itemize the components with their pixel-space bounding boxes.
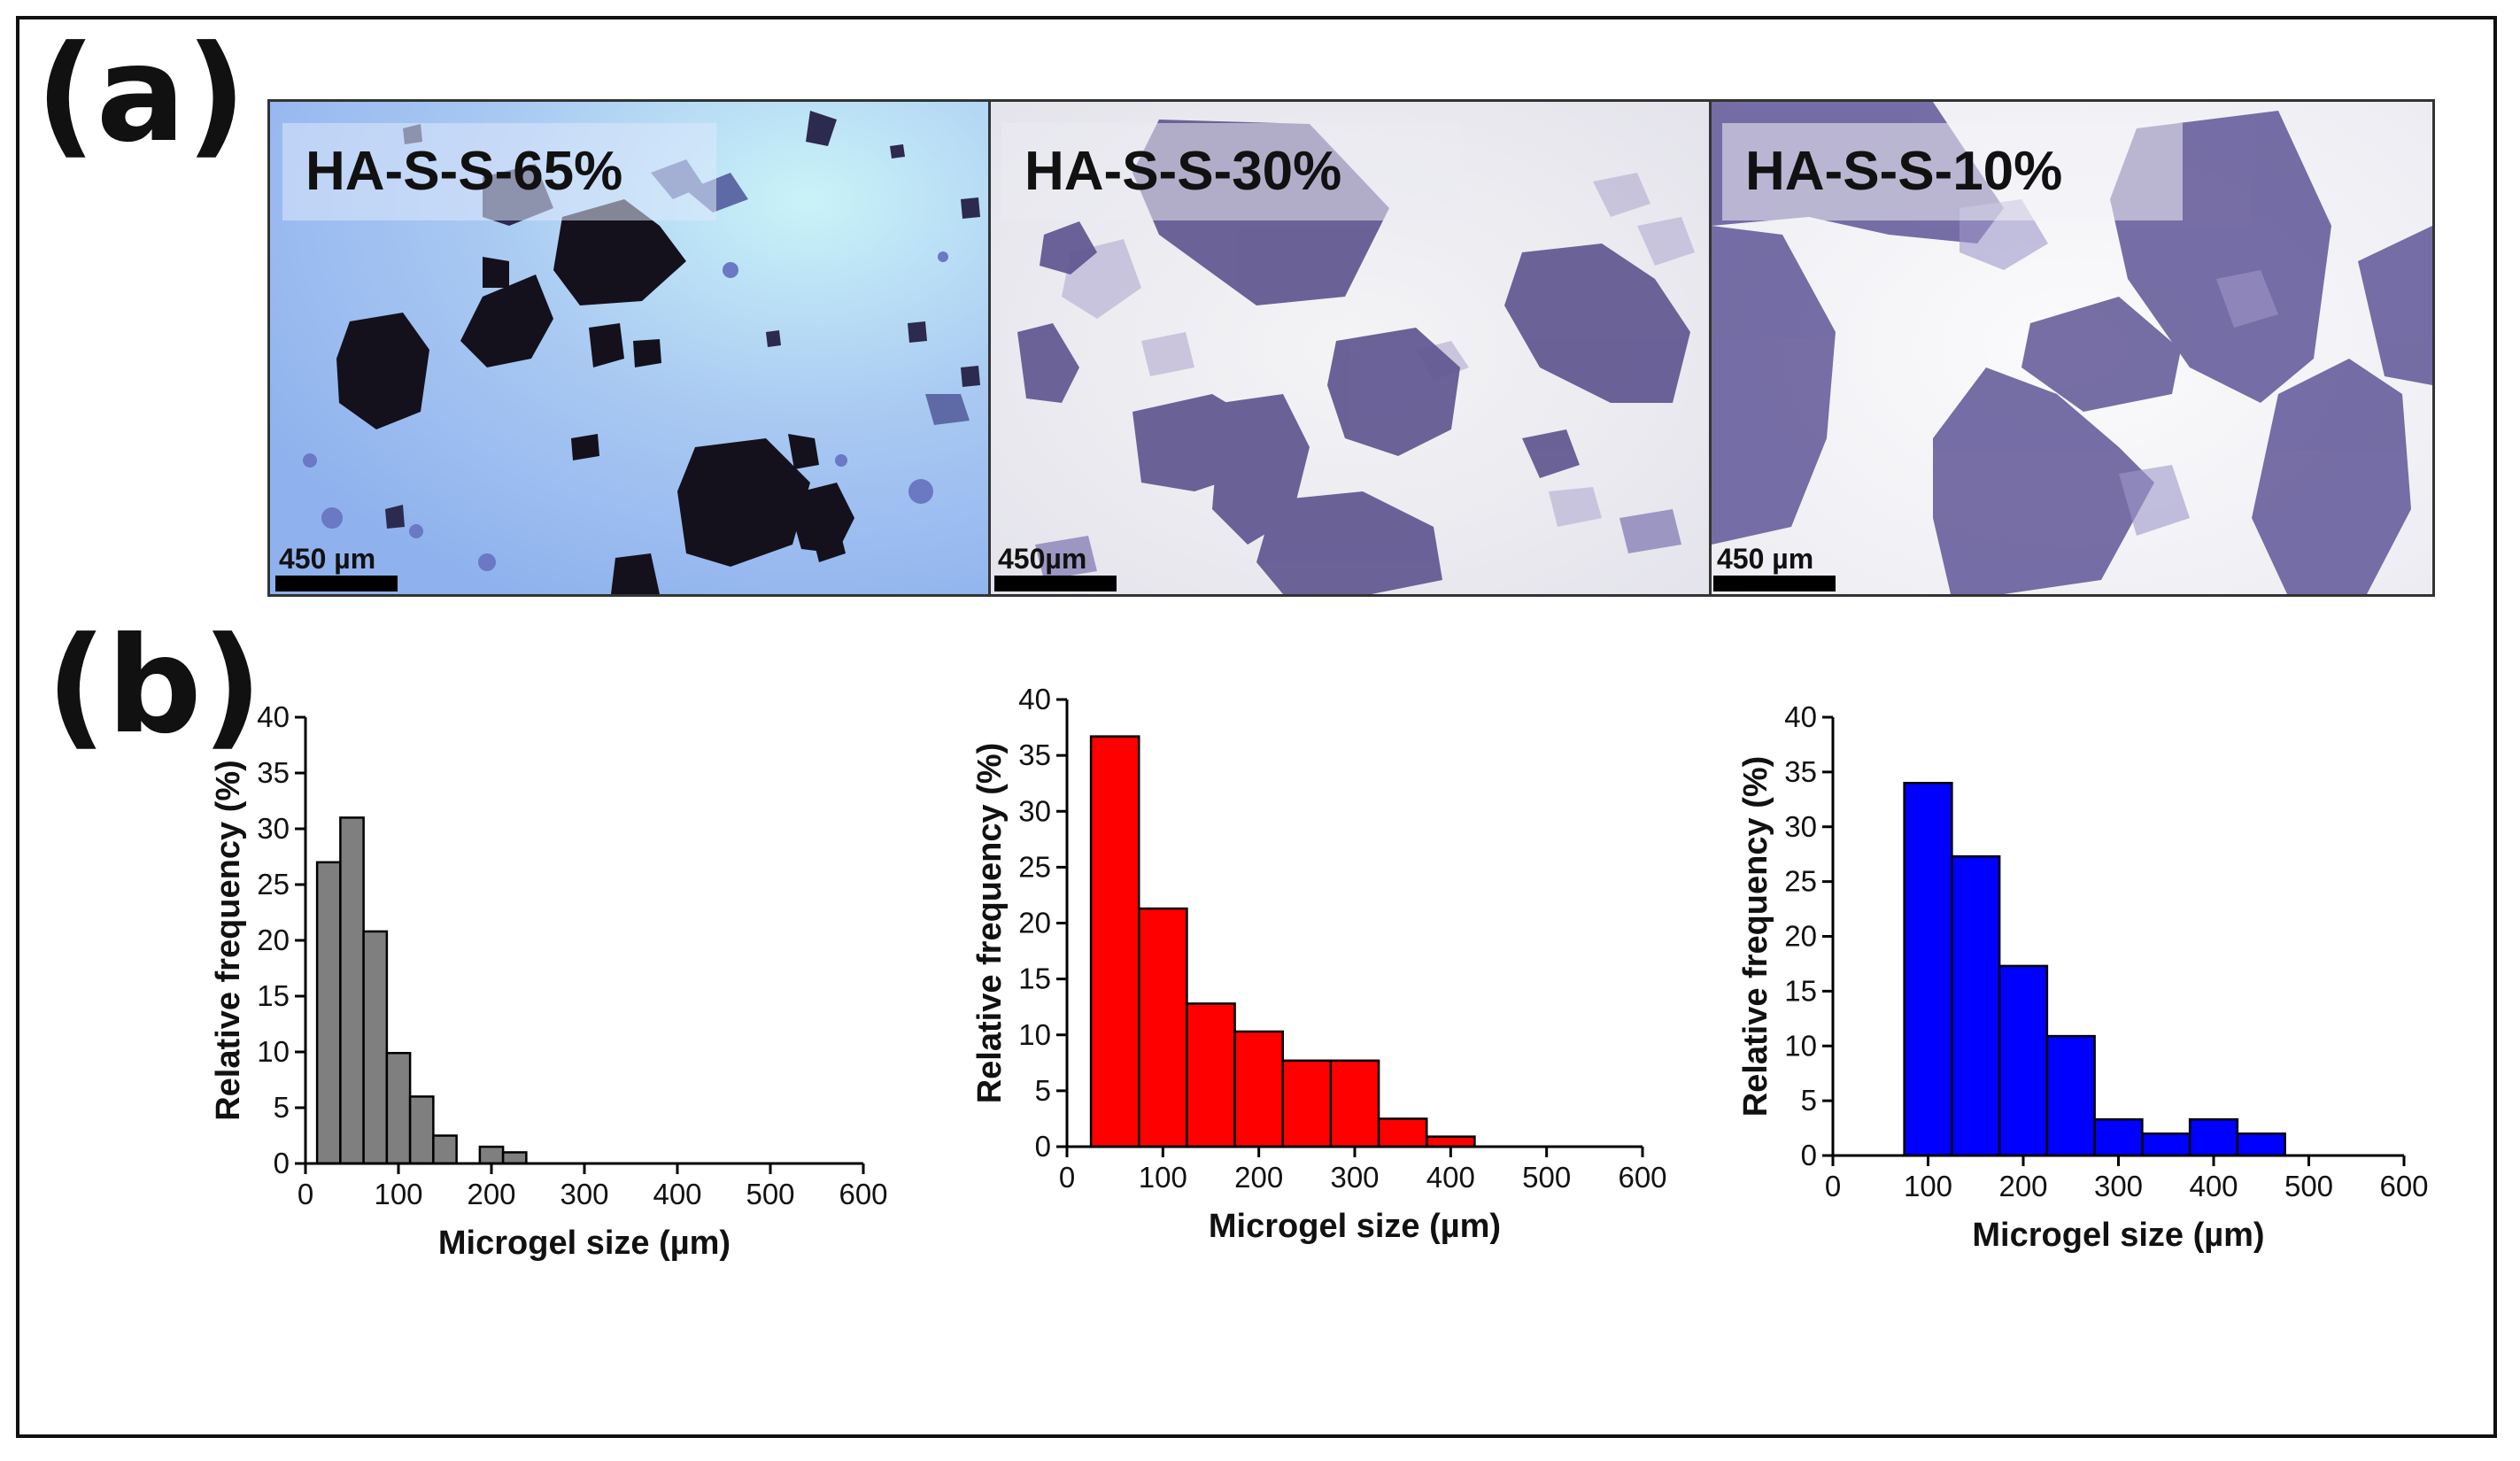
y-tick-label: 20 — [1784, 920, 1817, 953]
panel-a-label: (a) — [35, 18, 247, 172]
histogram-bar — [501, 1151, 528, 1165]
y-tick-label: 40 — [1018, 683, 1051, 715]
x-tick-label: 500 — [746, 1178, 794, 1210]
histogram-bar — [2093, 1117, 2144, 1157]
histogram-bar — [2188, 1117, 2239, 1157]
y-tick-label: 15 — [257, 979, 290, 1012]
micrograph-label-65: HA-S-S-65% — [282, 123, 716, 220]
y-tick-label: 20 — [1018, 907, 1051, 939]
y-tick-label: 0 — [1035, 1130, 1051, 1163]
y-tick-label: 15 — [1018, 962, 1051, 995]
histogram-bar — [362, 930, 389, 1165]
histogram-bar — [339, 816, 365, 1165]
y-axis-label: Relative frequency (%) — [1737, 756, 1774, 1117]
y-tick-label: 10 — [257, 1035, 290, 1068]
y-tick-label: 35 — [257, 756, 290, 789]
x-axis-label: Microgel size (µm) — [1209, 1208, 1501, 1245]
y-tick-label: 0 — [274, 1147, 290, 1179]
y-tick-label: 25 — [257, 868, 290, 901]
y-tick-label: 30 — [257, 812, 290, 845]
x-tick-label: 300 — [1330, 1161, 1379, 1194]
x-axis-label: Microgel size (µm) — [438, 1225, 730, 1262]
micrograph-divider — [1709, 102, 1712, 594]
micrograph-label-10: HA-S-S-10% — [1722, 123, 2183, 220]
x-tick-label: 200 — [1998, 1170, 2047, 1202]
x-tick-label: 400 — [1426, 1161, 1475, 1194]
micrograph-divider — [988, 102, 991, 594]
histogram-bar — [2141, 1132, 2191, 1157]
y-axis-label: Relative frequency (%) — [971, 743, 1009, 1104]
panel-b-label: (b) — [46, 609, 263, 763]
scale-bar-text: 450 µm — [1717, 543, 1814, 575]
histogram-bar — [1233, 1030, 1285, 1148]
x-tick-label: 0 — [298, 1178, 313, 1210]
y-tick-label: 35 — [1018, 738, 1051, 771]
scale-bar — [275, 576, 398, 591]
histogram-bar — [315, 861, 342, 1165]
x-tick-label: 100 — [1139, 1161, 1187, 1194]
histogram-bar — [1951, 854, 2001, 1157]
x-tick-label: 500 — [2284, 1170, 2333, 1202]
scale-bar — [1713, 576, 1836, 591]
histogram-bar — [2236, 1132, 2286, 1157]
x-tick-label: 300 — [560, 1178, 608, 1210]
histogram-bar — [1903, 782, 1953, 1157]
histogram-bar — [1186, 1002, 1236, 1148]
y-tick-label: 5 — [1801, 1084, 1817, 1117]
histogram-bar — [1377, 1117, 1428, 1148]
x-tick-label: 600 — [1618, 1161, 1666, 1194]
x-tick-label: 600 — [839, 1178, 887, 1210]
y-tick-label: 0 — [1801, 1139, 1817, 1171]
histogram-bar — [408, 1095, 435, 1165]
histogram-bar — [1998, 964, 2049, 1157]
histogram-bar — [1426, 1135, 1476, 1148]
histogram-bar — [1281, 1059, 1333, 1148]
scale-bar-text: 450 µm — [279, 543, 376, 575]
y-axis-label: Relative frequency (%) — [210, 760, 247, 1121]
scale-bar-text: 450µm — [998, 543, 1087, 575]
x-tick-label: 300 — [2094, 1170, 2143, 1202]
x-axis-label: Microgel size (µm) — [1972, 1217, 2264, 1254]
y-tick-label: 20 — [257, 924, 290, 956]
y-tick-label: 30 — [1784, 810, 1817, 843]
figure-frame — [16, 16, 2497, 1438]
micrograph-label-30: HA-S-S-30% — [1001, 123, 1462, 220]
histogram-bar — [1138, 907, 1188, 1148]
histogram-bar — [385, 1052, 412, 1165]
x-tick-label: 200 — [1234, 1161, 1283, 1194]
histogram-bar — [1089, 735, 1140, 1148]
y-tick-label: 40 — [1784, 700, 1817, 733]
histogram-bar — [2045, 1034, 2096, 1157]
x-tick-label: 0 — [1059, 1161, 1075, 1194]
scale-bar — [994, 576, 1117, 591]
y-tick-label: 35 — [1784, 755, 1817, 788]
x-tick-label: 0 — [1825, 1170, 1841, 1202]
y-tick-label: 10 — [1784, 1029, 1817, 1062]
histogram-bar — [432, 1134, 458, 1165]
y-tick-label: 40 — [257, 700, 290, 733]
micrograph-strip: HA-S-S-65% HA-S-S-30% HA-S-S-10% 450 µm … — [267, 99, 2435, 597]
y-tick-label: 30 — [1018, 794, 1051, 827]
x-tick-label: 600 — [2379, 1170, 2428, 1202]
y-tick-label: 10 — [1018, 1018, 1051, 1051]
x-tick-label: 100 — [374, 1178, 422, 1210]
y-tick-label: 5 — [1035, 1074, 1051, 1107]
x-tick-label: 400 — [653, 1178, 701, 1210]
x-tick-label: 400 — [2189, 1170, 2238, 1202]
y-tick-label: 25 — [1784, 865, 1817, 898]
histogram-bar — [1329, 1059, 1380, 1148]
y-tick-label: 5 — [274, 1091, 290, 1124]
x-tick-label: 200 — [467, 1178, 515, 1210]
x-tick-label: 500 — [1522, 1161, 1571, 1194]
y-tick-label: 25 — [1018, 850, 1051, 883]
x-tick-label: 100 — [1904, 1170, 1952, 1202]
histogram-bar — [478, 1145, 505, 1165]
y-tick-label: 15 — [1784, 974, 1817, 1007]
